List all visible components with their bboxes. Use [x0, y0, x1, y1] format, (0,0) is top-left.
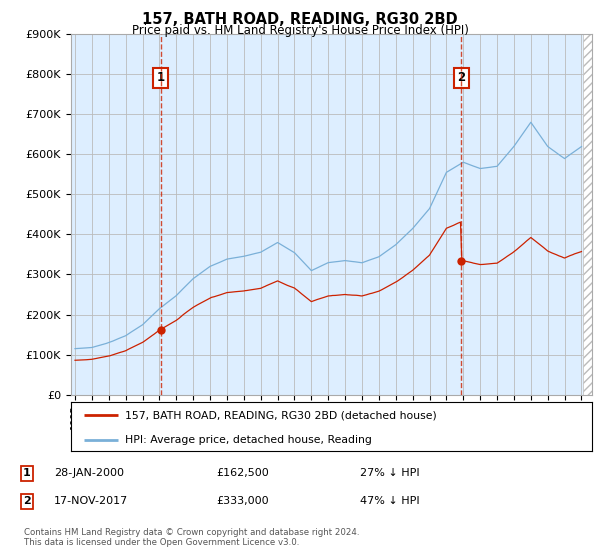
Text: £162,500: £162,500 — [216, 468, 269, 478]
Bar — [583, 34, 592, 395]
Text: 2: 2 — [457, 71, 466, 84]
Text: 2: 2 — [23, 496, 31, 506]
Text: 27% ↓ HPI: 27% ↓ HPI — [360, 468, 419, 478]
Text: Contains HM Land Registry data © Crown copyright and database right 2024.
This d: Contains HM Land Registry data © Crown c… — [24, 528, 359, 547]
Text: 28-JAN-2000: 28-JAN-2000 — [54, 468, 124, 478]
Text: 1: 1 — [23, 468, 31, 478]
Text: £333,000: £333,000 — [216, 496, 269, 506]
Text: 157, BATH ROAD, READING, RG30 2BD: 157, BATH ROAD, READING, RG30 2BD — [142, 12, 458, 27]
Bar — [583, 34, 592, 395]
Text: 47% ↓ HPI: 47% ↓ HPI — [360, 496, 419, 506]
Text: 157, BATH ROAD, READING, RG30 2BD (detached house): 157, BATH ROAD, READING, RG30 2BD (detac… — [125, 410, 437, 421]
Text: 17-NOV-2017: 17-NOV-2017 — [54, 496, 128, 506]
Text: HPI: Average price, detached house, Reading: HPI: Average price, detached house, Read… — [125, 435, 373, 445]
Text: Price paid vs. HM Land Registry's House Price Index (HPI): Price paid vs. HM Land Registry's House … — [131, 24, 469, 36]
Text: 1: 1 — [157, 71, 164, 84]
